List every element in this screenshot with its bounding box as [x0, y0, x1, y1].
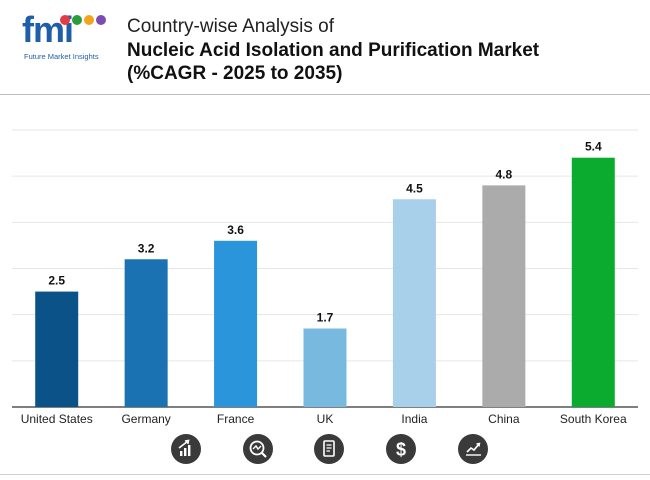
x-tick-label: China: [488, 412, 520, 426]
document-icon: [314, 434, 344, 464]
logo-dot-red: [60, 15, 70, 25]
data-label: 3.6: [227, 223, 244, 237]
title-line-1: Country-wise Analysis of: [127, 16, 334, 37]
x-tick-label: South Korea: [560, 412, 627, 426]
dollar-icon: $: [386, 434, 416, 464]
data-label: 5.4: [585, 140, 602, 154]
footer-icons: $: [0, 434, 650, 470]
x-tick-label: France: [217, 412, 255, 426]
logo-subtitle: Future Market Insights: [24, 52, 99, 61]
logo-dot-green: [72, 15, 82, 25]
title-line-2: Nucleic Acid Isolation and Purification …: [127, 40, 540, 61]
x-tick-label: United States: [21, 412, 93, 426]
logo-dot-purple: [96, 15, 106, 25]
svg-text:$: $: [396, 440, 406, 460]
bar-united-states: [35, 291, 79, 407]
magnifier-chart-icon: [243, 434, 273, 464]
bar-china: [482, 185, 526, 407]
x-tick-label: India: [401, 412, 427, 426]
bar-france: [214, 240, 258, 407]
bar-germany: [124, 259, 168, 407]
header: fmi Future Market Insights Country-wise …: [0, 0, 650, 95]
bar-india: [392, 199, 436, 407]
trend-line-icon: [458, 434, 488, 464]
x-tick-label: UK: [317, 412, 334, 426]
x-tick-label: Germany: [121, 412, 170, 426]
fmi-logo: fmi Future Market Insights: [22, 12, 114, 64]
data-label: 4.8: [496, 167, 513, 181]
title-line-3: (%CAGR - 2025 to 2035): [127, 63, 343, 84]
footer-divider: [0, 474, 650, 475]
data-label: 4.5: [406, 181, 423, 195]
growth-chart-icon: [171, 434, 201, 464]
data-label: 2.5: [48, 274, 65, 288]
bar-uk: [303, 328, 347, 407]
bar-chart: 2.5 United States 3.2 Germany 3.6 France 1.7 UK…: [12, 129, 638, 426]
logo-dot-orange: [84, 15, 94, 25]
data-label: 3.2: [138, 241, 155, 255]
bar-south-korea: [571, 157, 615, 407]
data-label: 1.7: [317, 311, 334, 325]
header-divider: [0, 94, 650, 95]
